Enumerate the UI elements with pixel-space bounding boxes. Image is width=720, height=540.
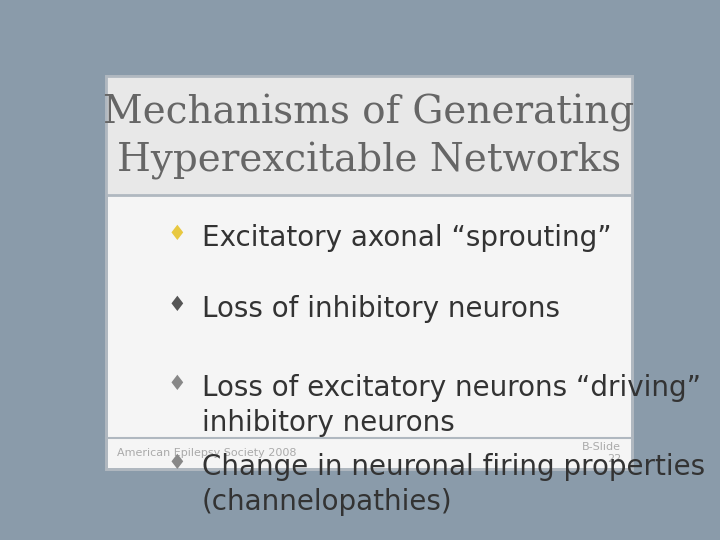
Text: American Epilepsy Society 2008: American Epilepsy Society 2008 [117, 448, 297, 458]
Text: Loss of excitatory neurons “driving”
inhibitory neurons: Loss of excitatory neurons “driving” inh… [202, 374, 701, 437]
Text: Hyperexcitable Networks: Hyperexcitable Networks [117, 141, 621, 180]
Text: ♦: ♦ [167, 453, 186, 472]
Text: Change in neuronal firing properties
(channelopathies): Change in neuronal firing properties (ch… [202, 453, 705, 516]
Text: ♦: ♦ [167, 374, 186, 394]
Text: ♦: ♦ [167, 224, 186, 244]
FancyBboxPatch shape [106, 77, 632, 195]
Text: Excitatory axonal “sprouting”: Excitatory axonal “sprouting” [202, 224, 611, 252]
Text: Loss of inhibitory neurons: Loss of inhibitory neurons [202, 295, 559, 323]
Text: ♦: ♦ [167, 295, 186, 315]
Text: 22: 22 [607, 454, 621, 463]
FancyBboxPatch shape [106, 77, 632, 469]
Text: B-Slide: B-Slide [582, 442, 621, 453]
Text: Mechanisms of Generating: Mechanisms of Generating [104, 94, 634, 132]
